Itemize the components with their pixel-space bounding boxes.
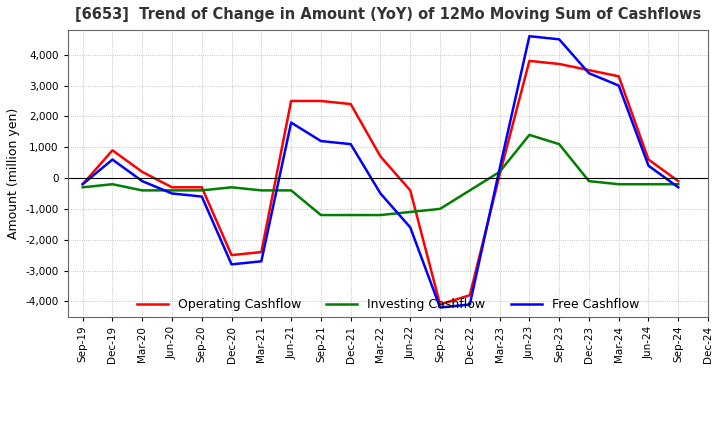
Free Cashflow: [317, 139, 325, 144]
Investing Cashflow: [108, 182, 117, 187]
Investing Cashflow: [287, 188, 295, 193]
Free Cashflow: [138, 179, 147, 184]
Investing Cashflow: [168, 188, 176, 193]
Investing Cashflow: [346, 213, 355, 218]
Operating Cashflow: [317, 98, 325, 103]
Operating Cashflow: [644, 157, 653, 162]
Operating Cashflow: [525, 58, 534, 63]
Investing Cashflow: [257, 188, 266, 193]
Free Cashflow: [495, 166, 504, 172]
Investing Cashflow: [317, 213, 325, 218]
Free Cashflow: [466, 302, 474, 307]
Operating Cashflow: [495, 172, 504, 178]
Free Cashflow: [644, 163, 653, 169]
Free Cashflow: [197, 194, 206, 199]
Free Cashflow: [376, 191, 384, 196]
Operating Cashflow: [376, 154, 384, 159]
Free Cashflow: [555, 37, 564, 42]
Free Cashflow: [406, 225, 415, 230]
Operating Cashflow: [346, 101, 355, 106]
Line: Investing Cashflow: Investing Cashflow: [83, 135, 678, 215]
Investing Cashflow: [644, 182, 653, 187]
Operating Cashflow: [138, 169, 147, 175]
Free Cashflow: [525, 33, 534, 39]
Free Cashflow: [168, 191, 176, 196]
Investing Cashflow: [614, 182, 623, 187]
Investing Cashflow: [138, 188, 147, 193]
Operating Cashflow: [585, 67, 593, 73]
Line: Free Cashflow: Free Cashflow: [83, 36, 678, 308]
Legend: Operating Cashflow, Investing Cashflow, Free Cashflow: Operating Cashflow, Investing Cashflow, …: [132, 293, 644, 316]
Operating Cashflow: [168, 185, 176, 190]
Investing Cashflow: [555, 142, 564, 147]
Investing Cashflow: [406, 209, 415, 215]
Investing Cashflow: [197, 188, 206, 193]
Operating Cashflow: [197, 185, 206, 190]
Operating Cashflow: [406, 188, 415, 193]
Free Cashflow: [108, 157, 117, 162]
Investing Cashflow: [436, 206, 444, 212]
Operating Cashflow: [287, 98, 295, 103]
Operating Cashflow: [614, 73, 623, 79]
Investing Cashflow: [466, 188, 474, 193]
Free Cashflow: [78, 182, 87, 187]
Free Cashflow: [614, 83, 623, 88]
Operating Cashflow: [257, 249, 266, 255]
Y-axis label: Amount (million yen): Amount (million yen): [7, 108, 20, 239]
Free Cashflow: [346, 142, 355, 147]
Free Cashflow: [585, 70, 593, 76]
Operating Cashflow: [466, 293, 474, 298]
Operating Cashflow: [108, 148, 117, 153]
Free Cashflow: [674, 185, 683, 190]
Title: [6653]  Trend of Change in Amount (YoY) of 12Mo Moving Sum of Cashflows: [6653] Trend of Change in Amount (YoY) o…: [75, 7, 701, 22]
Operating Cashflow: [78, 182, 87, 187]
Operating Cashflow: [555, 61, 564, 66]
Investing Cashflow: [585, 179, 593, 184]
Free Cashflow: [228, 262, 236, 267]
Investing Cashflow: [674, 182, 683, 187]
Free Cashflow: [287, 120, 295, 125]
Line: Operating Cashflow: Operating Cashflow: [83, 61, 678, 304]
Investing Cashflow: [228, 185, 236, 190]
Free Cashflow: [257, 259, 266, 264]
Operating Cashflow: [436, 302, 444, 307]
Operating Cashflow: [674, 179, 683, 184]
Investing Cashflow: [376, 213, 384, 218]
Investing Cashflow: [78, 185, 87, 190]
Investing Cashflow: [495, 169, 504, 175]
Free Cashflow: [436, 305, 444, 310]
Investing Cashflow: [525, 132, 534, 138]
Operating Cashflow: [228, 253, 236, 258]
